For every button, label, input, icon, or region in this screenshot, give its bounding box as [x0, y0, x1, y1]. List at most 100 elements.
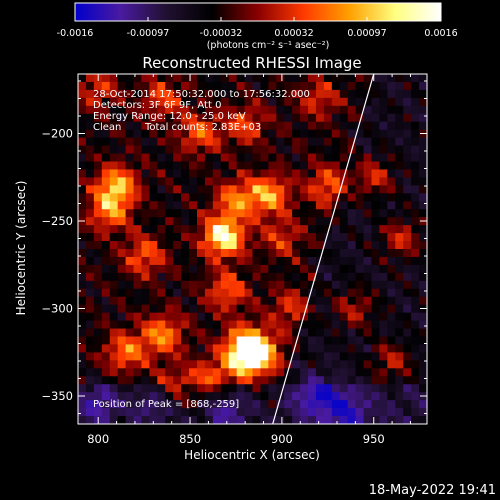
heatmap-cell [308, 296, 317, 306]
heatmap-cell [276, 288, 285, 298]
heatmap-cell [315, 89, 325, 99]
heatmap-cell [268, 97, 277, 107]
heatmap-cell [339, 177, 349, 186]
heatmap-cell [101, 145, 111, 155]
heatmap-cell [109, 264, 119, 274]
heatmap-cell [363, 97, 373, 107]
heatmap-cell [149, 121, 158, 131]
heatmap-cell [395, 320, 404, 330]
heatmap-cell [196, 145, 206, 155]
heatmap-cell [411, 392, 420, 401]
heatmap-cell [292, 161, 301, 171]
heatmap-cell [173, 145, 182, 155]
heatmap-cell [260, 392, 269, 401]
heatmap-cell [212, 312, 222, 322]
heatmap-cell [220, 368, 230, 377]
heatmap-cell [387, 320, 396, 330]
heatmap-cell [228, 233, 238, 242]
heatmap-cell [212, 288, 222, 298]
heatmap-cell [141, 89, 150, 99]
heatmap-cell [308, 400, 317, 409]
heatmap-cell [212, 320, 222, 330]
heatmap-cell [196, 121, 206, 131]
heatmap-cell [355, 137, 365, 147]
source-point [288, 306, 294, 312]
heatmap-cell [252, 201, 262, 210]
heatmap-cell [387, 185, 396, 194]
heatmap-cell [276, 360, 285, 369]
heatmap-cell [196, 416, 206, 424]
heatmap-cell [117, 249, 127, 258]
heatmap-cell [125, 320, 135, 330]
heatmap-cell [85, 400, 95, 409]
heatmap-cell [196, 336, 206, 346]
heatmap-cell [244, 129, 254, 139]
heatmap-cell [276, 177, 285, 186]
heatmap-cell [315, 264, 325, 274]
heatmap-cell [149, 233, 158, 242]
heatmap-cell [149, 81, 158, 91]
heatmap-cell [403, 74, 412, 83]
heatmap-cell [101, 368, 111, 377]
heatmap-cell [300, 153, 309, 163]
heatmap-cell [165, 225, 174, 234]
heatmap-cell [300, 137, 309, 147]
heatmap-cell [315, 137, 325, 147]
heatmap-cell [125, 400, 135, 409]
heatmap-cell [228, 129, 238, 139]
heatmap-cell [141, 121, 150, 131]
heatmap-cell [85, 81, 95, 91]
heatmap-cell [331, 296, 341, 306]
heatmap-cell [196, 89, 206, 99]
heatmap-cell [78, 137, 87, 147]
heatmap-cell [419, 201, 427, 210]
y-axis-ticks: −200−250−300−350 [41, 80, 427, 414]
heatmap-cell [212, 177, 222, 186]
heatmap-cell [109, 153, 119, 163]
heatmap-cell [363, 177, 373, 186]
heatmap-cell [165, 352, 174, 361]
heatmap-cell [347, 185, 357, 194]
heatmap-image [78, 74, 427, 424]
heatmap-cell [395, 408, 404, 417]
heatmap-cell [236, 201, 246, 210]
heatmap-cell [284, 193, 293, 202]
heatmap-cell [165, 272, 174, 282]
heatmap-cell [260, 161, 269, 171]
heatmap-cell [252, 169, 262, 178]
heatmap-cell [260, 137, 269, 147]
heatmap-cell [85, 145, 95, 155]
heatmap-cell [141, 161, 150, 171]
heatmap-cell [204, 74, 214, 83]
heatmap-cell [252, 81, 262, 91]
heatmap-cell [403, 225, 412, 234]
heatmap-cell [395, 280, 404, 290]
heatmap-cell [78, 368, 87, 377]
heatmap-cell [355, 384, 365, 393]
heatmap-cell [363, 185, 373, 194]
heatmap-cell [300, 209, 309, 218]
heatmap-cell [395, 368, 404, 377]
heatmap-cell [189, 241, 198, 250]
heatmap-cell [189, 89, 198, 99]
heatmap-cell [308, 384, 317, 393]
heatmap-cell [228, 225, 238, 234]
heatmap-cell [93, 256, 103, 266]
heatmap-cell [300, 384, 309, 393]
heatmap-cell [157, 280, 166, 290]
heatmap-cell [125, 193, 135, 202]
heatmap-cell [149, 344, 158, 353]
heatmap-cell [244, 74, 254, 83]
heatmap-cell [157, 249, 166, 258]
heatmap-cell [387, 376, 396, 385]
heatmap-cell [236, 153, 246, 163]
heatmap-cell [260, 352, 269, 361]
heatmap-cell [125, 233, 135, 242]
heatmap-cell [411, 280, 420, 290]
source-point [159, 332, 165, 338]
heatmap-cell [284, 416, 293, 424]
heatmap-cell [403, 129, 412, 139]
heatmap-cell [268, 153, 277, 163]
heatmap-cell [204, 344, 214, 353]
heatmap-cell [212, 408, 222, 417]
